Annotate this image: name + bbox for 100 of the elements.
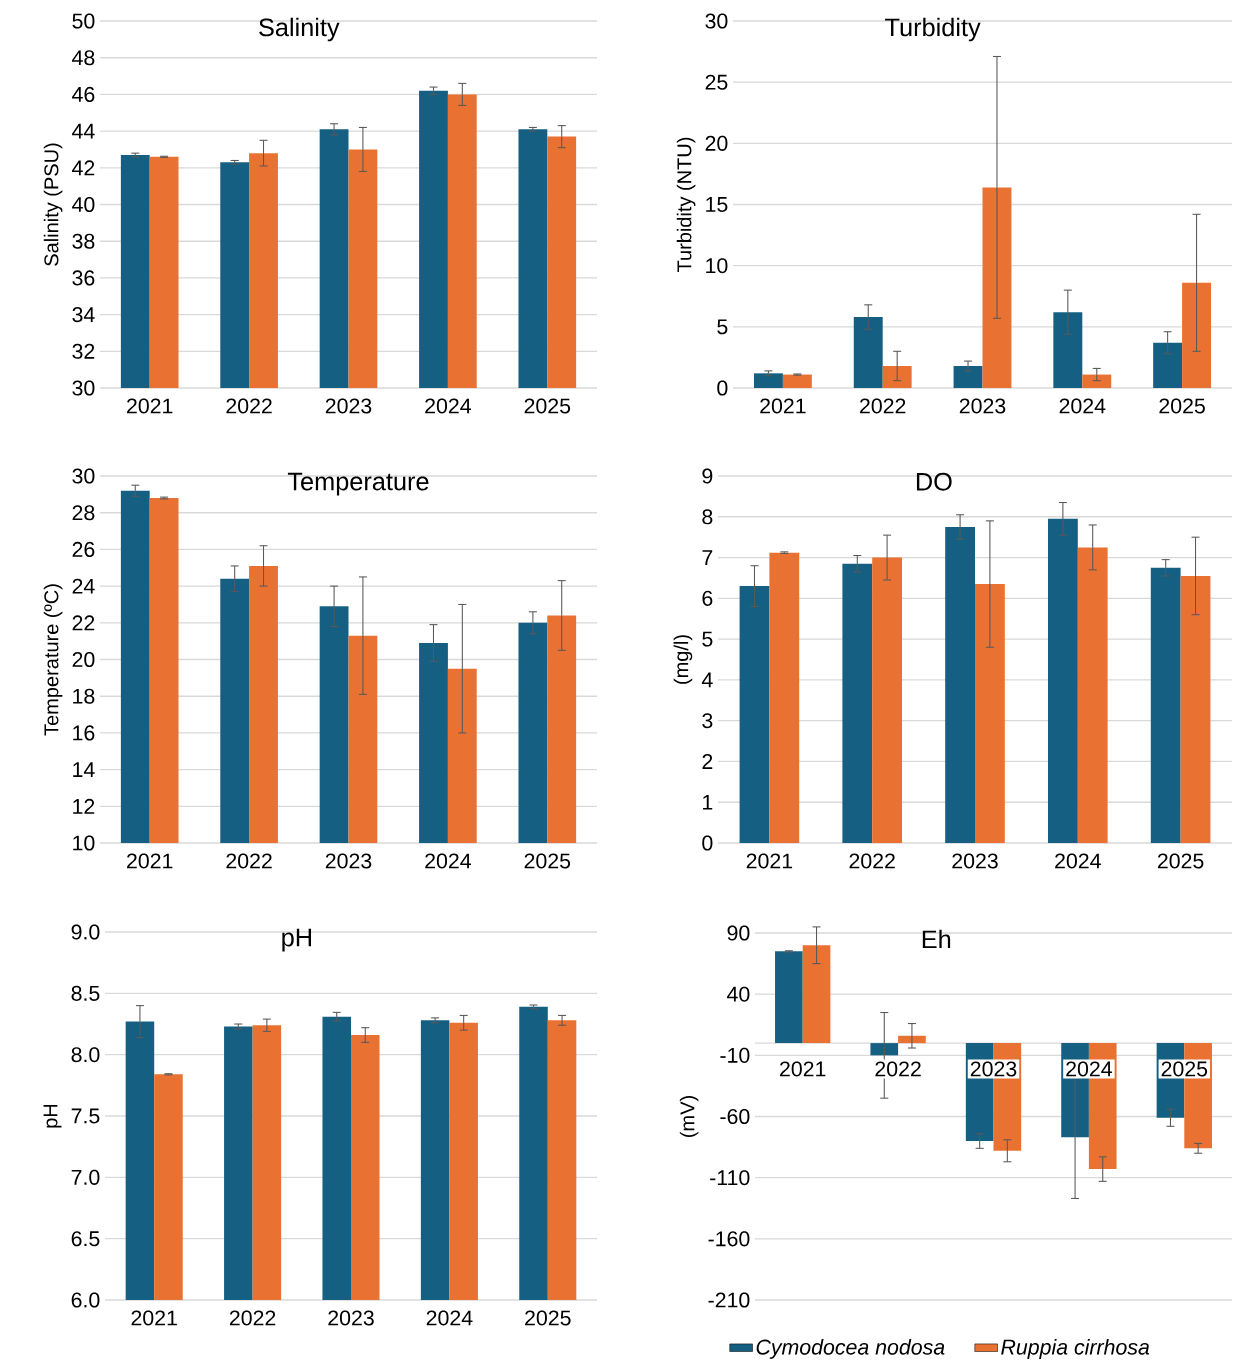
y-tick-label: 8 [702,509,713,525]
y-tick-label: 46 [72,86,95,102]
x-tick-label: 2022 [226,398,272,414]
x-tick-label: 2021 [131,1310,177,1326]
x-tick-label: 2021 [760,398,806,414]
x-tick-label: 2024 [1059,398,1106,414]
bar [1082,374,1112,389]
chart-title: Temperature [287,472,429,496]
y-tick-label: 5 [717,319,728,335]
y-tick-label: 6.0 [71,1292,100,1308]
bar [775,951,803,1044]
bar [975,584,1005,844]
bar [842,563,873,844]
bar [802,945,831,1044]
y-tick-label: 36 [72,270,95,286]
bar [853,317,883,389]
y-axis-title: pH [43,1104,62,1128]
y-tick-label: 22 [72,615,95,631]
x-tick-label: 2025 [525,1310,571,1326]
chart-title: Salinity [259,17,340,42]
bar [739,586,770,844]
legend-label: Ruppia cirrhosa [1001,1339,1150,1359]
y-tick-label: 48 [72,50,95,66]
y-tick-label: 20 [705,135,728,151]
bar [769,552,800,844]
x-tick-label: 2022 [229,1310,276,1326]
x-tick-label: 2022 [226,853,272,869]
y-tick-label: 9 [702,468,713,484]
x-tick-label: 2025 [1157,853,1204,869]
x-tick-label: 2023 [325,853,372,869]
x-tick-label: 2023 [328,1310,374,1326]
y-tick-label: 25 [705,74,728,90]
bar [782,374,812,389]
chart-title: pH [282,928,311,952]
y-tick-label: 40 [72,196,95,213]
bar [953,365,983,389]
bar [872,557,903,844]
x-tick-label: 2022 [860,398,906,414]
y-tick-label: 38 [72,233,95,249]
x-tick-label: 2024 [425,853,471,869]
bar [1150,567,1181,844]
x-tick-label: 2021 [780,1061,826,1077]
y-tick-label: 7 [702,550,713,565]
x-tick-label: 2025 [1159,398,1205,414]
y-tick-label: 40 [727,986,750,1002]
legend-label: Cymodocea nodosa [756,1339,945,1359]
x-tick-label: 2023 [325,398,372,414]
y-tick-label: 0 [702,835,713,851]
y-axis-title: Turbidity (NTU) [676,137,696,273]
y-tick-label: 7.5 [71,1108,100,1124]
x-tick-label: 2024 [1066,1061,1112,1077]
bar [1053,312,1083,389]
bar [1047,518,1078,844]
x-tick-label: 2025 [524,853,571,869]
y-tick-label: 30 [72,380,95,396]
y-tick-label: 10 [73,835,95,851]
y-tick-label: 6 [702,590,713,606]
y-tick-label: 0 [717,380,728,396]
y-axis-title: Salinity (PSU) [43,143,63,266]
x-tick-label: 2023 [952,853,998,869]
chart-title: Eh [922,929,951,949]
x-tick-label: 2025 [524,398,571,414]
x-tick-label: 2025 [1161,1061,1208,1077]
bar [1180,575,1211,844]
x-tick-label: 2024 [425,398,471,414]
y-tick-label: 10 [706,258,728,274]
y-tick-label: 12 [73,798,95,814]
y-tick-label: 8.0 [71,1047,100,1063]
y-tick-label: -60 [720,1108,750,1125]
y-tick-label: 90 [727,925,750,941]
x-tick-label: 2023 [959,398,1006,414]
y-tick-label: -10 [720,1047,750,1063]
chart-title: DO [916,472,952,491]
y-tick-label: 4 [701,672,713,688]
y-tick-label: -210 [708,1292,750,1308]
bar [870,1043,899,1056]
y-axis-title: (mV) [679,1096,699,1137]
chart-title: Turbidity [885,17,981,42]
y-tick-label: 30 [72,468,95,484]
y-tick-label: 28 [72,505,95,521]
y-tick-label: 30 [705,13,728,29]
y-tick-label: 24 [72,578,95,594]
y-tick-label: 2 [702,754,713,769]
bar [1077,547,1108,844]
y-tick-label: 6.5 [71,1231,100,1247]
y-tick-label: 8.5 [71,985,100,1001]
y-tick-label: 15 [706,197,728,212]
y-tick-label: -110 [710,1170,750,1186]
x-tick-label: 2022 [849,853,895,869]
y-tick-label: 7.0 [71,1169,100,1185]
y-axis-title: (mg/l) [673,635,693,684]
x-tick-label: 2024 [1055,853,1101,869]
y-axis-title: Temperature (ºC) [43,584,63,736]
y-tick-label: 34 [72,307,95,323]
x-tick-label: 2024 [426,1310,473,1326]
y-tick-label: 20 [72,651,95,668]
y-tick-label: 18 [73,688,95,704]
y-tick-label: 16 [73,725,95,741]
x-tick-label: 2022 [875,1061,921,1077]
x-tick-label: 2023 [970,1061,1017,1077]
